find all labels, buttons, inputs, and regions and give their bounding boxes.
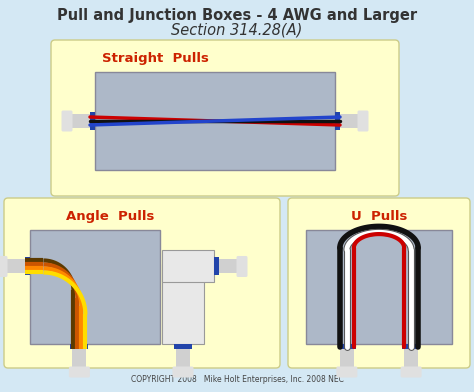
Bar: [340, 344, 354, 372]
FancyBboxPatch shape: [62, 111, 73, 131]
Bar: [2, 260, 30, 274]
Bar: [174, 344, 192, 349]
Bar: [162, 264, 204, 344]
FancyBboxPatch shape: [51, 40, 399, 196]
Bar: [306, 230, 452, 344]
Bar: [71, 344, 88, 349]
Bar: [402, 344, 420, 349]
FancyBboxPatch shape: [401, 367, 421, 377]
Bar: [25, 258, 30, 276]
FancyBboxPatch shape: [337, 367, 357, 377]
Bar: [214, 258, 219, 276]
FancyBboxPatch shape: [69, 367, 90, 377]
FancyBboxPatch shape: [0, 256, 8, 277]
Bar: [335, 114, 363, 128]
Bar: [338, 344, 356, 349]
Text: Straight  Pulls: Straight Pulls: [101, 51, 209, 65]
Text: Angle  Pulls: Angle Pulls: [66, 209, 154, 223]
Bar: [30, 230, 160, 344]
Bar: [67, 114, 95, 128]
FancyBboxPatch shape: [173, 367, 193, 377]
Bar: [176, 344, 190, 372]
Bar: [214, 260, 242, 274]
Bar: [90, 112, 95, 130]
Bar: [73, 344, 86, 372]
Bar: [162, 250, 214, 283]
Bar: [335, 112, 340, 130]
Text: Section 314.28(A): Section 314.28(A): [171, 22, 303, 38]
FancyBboxPatch shape: [4, 198, 280, 368]
Text: COPYRIGHT 2008   Mike Holt Enterprises, Inc. 2008 NEC: COPYRIGHT 2008 Mike Holt Enterprises, In…: [130, 374, 344, 383]
Bar: [404, 344, 418, 372]
FancyBboxPatch shape: [357, 111, 368, 131]
Bar: [95, 72, 335, 170]
FancyBboxPatch shape: [237, 256, 247, 277]
FancyBboxPatch shape: [288, 198, 470, 368]
Text: U  Pulls: U Pulls: [351, 209, 407, 223]
Text: Pull and Junction Boxes - 4 AWG and Larger: Pull and Junction Boxes - 4 AWG and Larg…: [57, 7, 417, 22]
